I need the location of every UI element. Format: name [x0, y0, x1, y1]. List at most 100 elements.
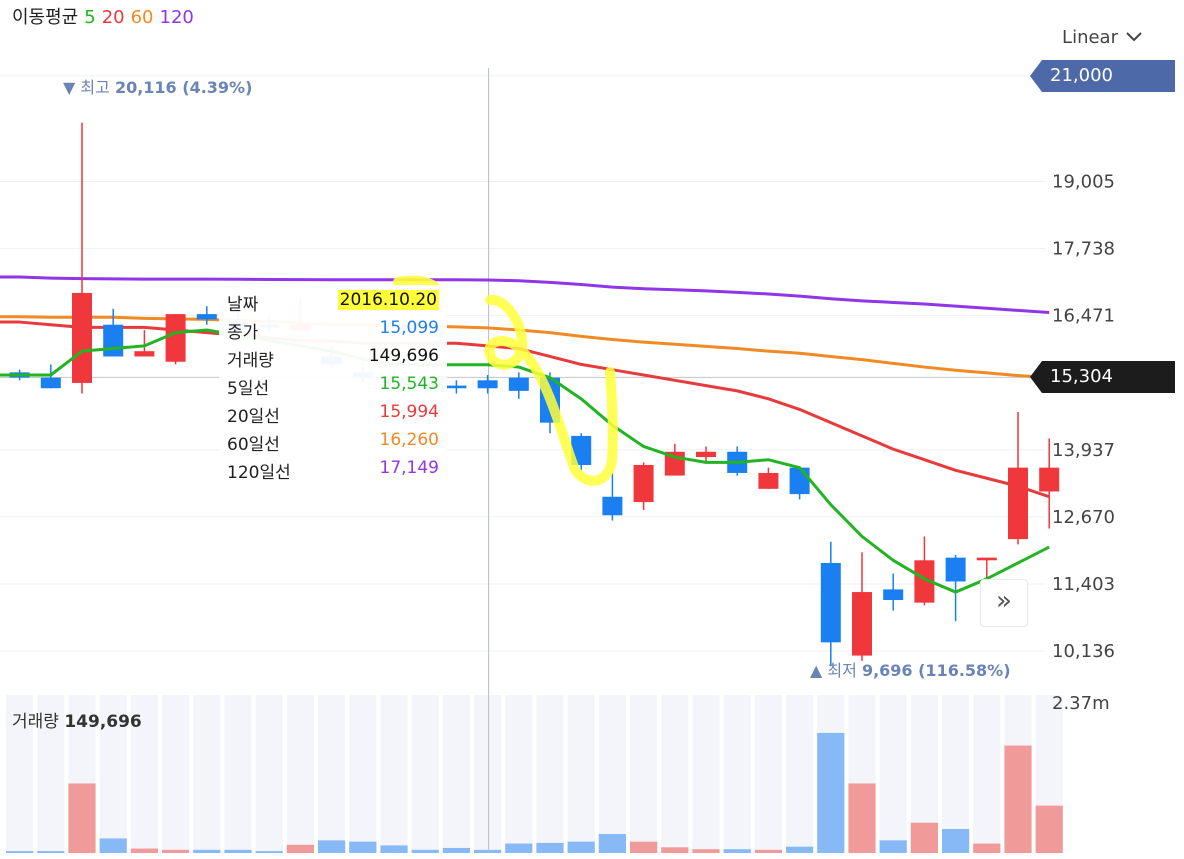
candle-body — [789, 467, 810, 495]
volume-column-bg — [37, 695, 65, 853]
volume-bar — [786, 846, 814, 853]
candle-body — [134, 351, 155, 357]
tooltip-row-ma20: 20일선 15,994 — [227, 402, 439, 430]
y-tick-label: 11,403 — [1052, 574, 1115, 595]
candle-body — [820, 562, 841, 643]
volume-column-bg — [255, 695, 283, 853]
candle-body — [758, 472, 779, 489]
candle-body — [508, 377, 529, 391]
candle-body — [72, 292, 92, 383]
tooltip-value: 15,994 — [379, 402, 439, 422]
volume-bar — [817, 732, 845, 853]
volume-column-bg — [786, 695, 814, 853]
volume-column-bg — [661, 695, 689, 853]
tooltip-key: 종가 — [227, 323, 259, 343]
volume-column-bg — [598, 695, 626, 853]
low-prefix: ▲ 최저 — [810, 661, 857, 680]
price-badge-high-value: 21,000 — [1050, 64, 1113, 86]
volume-column-bg — [6, 695, 34, 853]
volume-column-bg — [723, 695, 751, 853]
candle-body — [165, 314, 186, 362]
legend-ma60: 60 — [130, 7, 154, 28]
volume-column-bg — [692, 695, 720, 853]
volume-column-bg — [567, 695, 595, 853]
y-tick-label: 13,937 — [1052, 440, 1115, 461]
y-tick-label: 12,670 — [1052, 507, 1115, 528]
tooltip-row-volume: 거래량 149,696 — [227, 346, 439, 374]
volume-bar — [193, 849, 221, 853]
volume-column-bg — [442, 695, 470, 853]
crosshair-tooltip: 날짜 2016.10.20 종가 15,099 거래량 149,696 5일선 … — [219, 285, 447, 492]
volume-column-bg — [505, 695, 533, 853]
candle-body — [602, 496, 623, 516]
price-badge-current-value: 15,304 — [1050, 366, 1113, 388]
legend-ma5: 5 — [84, 7, 96, 28]
low-value: 9,696 (116.58%) — [861, 661, 1011, 680]
ma5-line — [0, 328, 1050, 594]
tooltip-row-date: 날짜 2016.10.20 — [227, 290, 439, 318]
candle-body — [914, 560, 935, 603]
candle-body — [852, 592, 872, 656]
moving-average-legend: 이동평균 5 20 60 120 — [12, 3, 200, 29]
y-tick-label: 10,136 — [1052, 641, 1115, 662]
scroll-to-latest-button[interactable]: » — [980, 579, 1028, 627]
tooltip-value: 2016.10.20 — [337, 290, 439, 310]
volume-bar — [567, 841, 595, 853]
volume-bar — [411, 849, 439, 853]
tooltip-key: 60일선 — [227, 435, 280, 455]
tooltip-value: 149,696 — [368, 346, 439, 366]
volume-bar — [910, 822, 938, 853]
volume-value: 149,696 — [64, 712, 142, 732]
candle-body — [571, 435, 592, 465]
volume-bar — [130, 848, 158, 853]
volume-column-bg — [942, 695, 970, 853]
tooltip-row-ma120: 120일선 17,149 — [227, 458, 439, 486]
candle-body — [103, 324, 124, 357]
volume-bar — [942, 828, 970, 853]
volume-bar — [692, 849, 720, 853]
tooltip-value: 17,149 — [379, 458, 439, 478]
tooltip-key: 5일선 — [227, 379, 270, 399]
volume-bar — [474, 849, 502, 853]
price-badge-high: 21,000 — [1030, 59, 1175, 92]
volume-bar — [536, 842, 564, 853]
legend-ma120: 120 — [159, 7, 194, 28]
volume-bar — [380, 845, 408, 853]
volume-bar — [162, 849, 190, 853]
volume-bar — [598, 834, 626, 853]
volume-column-bg — [130, 695, 158, 853]
tooltip-row-close: 종가 15,099 — [227, 318, 439, 346]
volume-label: 거래량 — [12, 712, 59, 732]
tooltip-key: 20일선 — [227, 407, 280, 427]
candle-body — [446, 385, 467, 389]
candle-body — [883, 589, 904, 600]
marker-scribble — [484, 295, 618, 486]
volume-bar — [442, 847, 470, 853]
volume-tick-label: 2.37m — [1052, 693, 1110, 714]
volume-column-bg — [162, 695, 190, 853]
price-badge-current: 15,304 — [1030, 361, 1175, 394]
volume-bar — [661, 847, 689, 853]
volume-bar — [1035, 805, 1063, 853]
volume-column-bg — [474, 695, 502, 853]
volume-bar — [286, 844, 314, 853]
tooltip-key: 날짜 — [227, 295, 259, 315]
volume-column-bg — [380, 695, 408, 853]
volume-bar — [6, 851, 34, 853]
scale-selector[interactable]: Linear — [1062, 27, 1142, 48]
y-tick-label: 17,738 — [1052, 239, 1115, 260]
volume-column-bg — [224, 695, 252, 853]
tooltip-value: 16,260 — [379, 430, 439, 450]
volume-bar — [848, 783, 876, 853]
volume-bar — [255, 851, 283, 853]
tooltip-row-ma60: 60일선 16,260 — [227, 430, 439, 458]
volume-column-bg — [318, 695, 346, 853]
candle-body — [40, 377, 61, 389]
candle-body — [477, 380, 498, 389]
volume-column-bg — [99, 695, 127, 853]
volume-bar — [1004, 745, 1032, 853]
legend-ma20: 20 — [101, 7, 125, 28]
ma120-line — [0, 275, 1050, 315]
volume-bar — [973, 843, 1001, 853]
